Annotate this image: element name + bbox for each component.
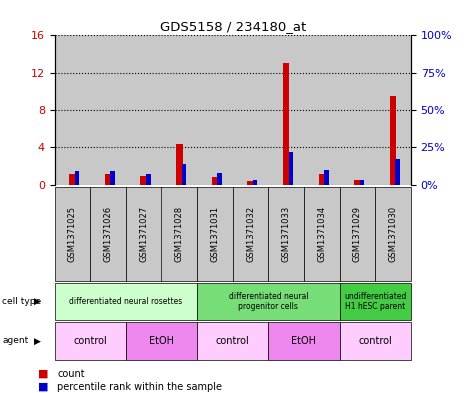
Bar [162, 35, 197, 185]
Bar [197, 35, 233, 185]
Bar [247, 182, 254, 185]
Title: GDS5158 / 234180_at: GDS5158 / 234180_at [160, 20, 306, 33]
Bar [390, 96, 396, 185]
Text: control: control [216, 336, 250, 346]
Bar [111, 171, 115, 185]
Bar [69, 174, 76, 185]
Bar [176, 143, 182, 185]
Text: undifferentiated
H1 hESC parent: undifferentiated H1 hESC parent [344, 292, 407, 311]
Text: EtOH: EtOH [149, 336, 174, 346]
Bar [212, 177, 218, 185]
Text: percentile rank within the sample: percentile rank within the sample [57, 382, 222, 392]
Text: ▶: ▶ [34, 336, 41, 345]
Text: differentiated neural rosettes: differentiated neural rosettes [69, 297, 182, 306]
Text: EtOH: EtOH [292, 336, 316, 346]
Bar [319, 173, 325, 185]
Bar [304, 35, 340, 185]
Text: GSM1371025: GSM1371025 [68, 206, 77, 262]
Bar [105, 173, 111, 185]
Bar [375, 35, 411, 185]
Bar [354, 180, 361, 185]
Bar [233, 35, 268, 185]
Text: control: control [73, 336, 107, 346]
Bar [90, 35, 126, 185]
Bar [324, 170, 329, 185]
Text: control: control [358, 336, 392, 346]
Bar [396, 159, 400, 185]
Text: count: count [57, 369, 85, 379]
Text: GSM1371027: GSM1371027 [139, 206, 148, 262]
Text: GSM1371026: GSM1371026 [104, 206, 113, 262]
Bar [268, 35, 304, 185]
Text: agent: agent [2, 336, 28, 345]
Bar [141, 176, 147, 185]
Text: GSM1371029: GSM1371029 [353, 206, 362, 262]
Bar [75, 171, 79, 185]
Bar [283, 63, 289, 185]
Bar [126, 35, 162, 185]
Text: cell type: cell type [2, 297, 41, 306]
Bar [340, 35, 375, 185]
Bar [289, 152, 293, 185]
Text: ■: ■ [38, 382, 48, 392]
Text: GSM1371034: GSM1371034 [317, 206, 326, 262]
Text: GSM1371032: GSM1371032 [246, 206, 255, 262]
Bar [55, 35, 90, 185]
Text: GSM1371033: GSM1371033 [282, 206, 291, 262]
Bar [146, 174, 151, 185]
Bar [182, 164, 186, 185]
Bar [360, 180, 364, 185]
Text: GSM1371030: GSM1371030 [389, 206, 398, 262]
Bar [218, 173, 222, 185]
Text: differentiated neural
progenitor cells: differentiated neural progenitor cells [228, 292, 308, 311]
Text: ▶: ▶ [34, 297, 41, 306]
Bar [253, 180, 257, 185]
Text: GSM1371028: GSM1371028 [175, 206, 184, 262]
Text: ■: ■ [38, 369, 48, 379]
Text: GSM1371031: GSM1371031 [210, 206, 219, 262]
